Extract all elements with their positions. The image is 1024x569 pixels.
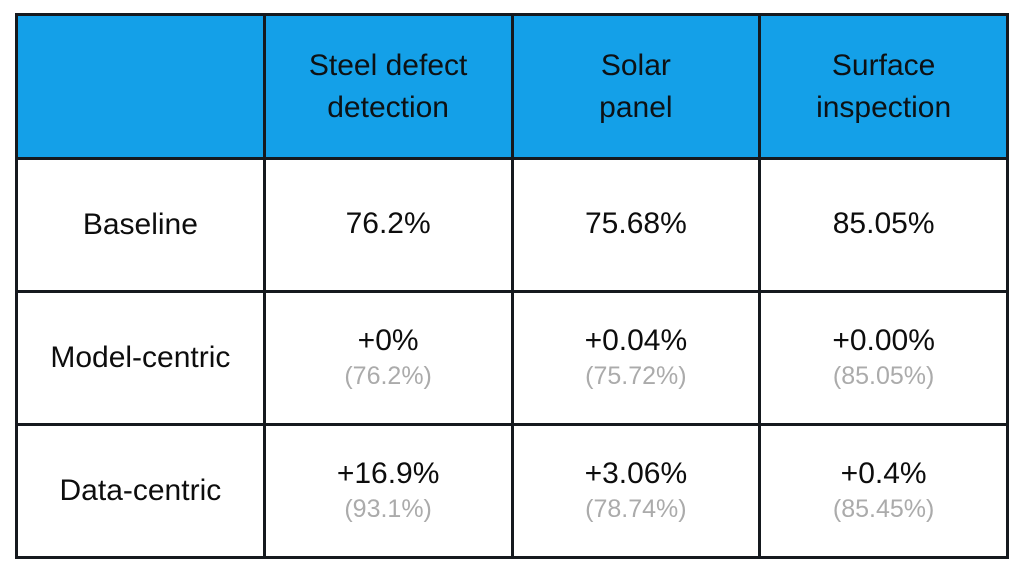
cell-subvalue: (75.72%) [585,362,687,391]
cell-value: +3.06% [584,457,688,491]
header-row: Steel defect detection Solar panel Surfa… [15,13,1009,160]
cell-model-centric-steel: +0% (76.2%) [262,290,514,426]
cell-baseline-steel: 76.2% [262,157,514,293]
table-row-baseline: Baseline 76.2% 75.68% 85.05% [15,157,1009,293]
cell-baseline-solar: 75.68% [510,157,762,293]
row-label-model-centric: Model-centric [15,290,266,426]
results-table: Steel defect detection Solar panel Surfa… [15,13,1009,559]
cell-baseline-surface: 85.05% [758,157,1009,293]
header-cell-solar-panel: Solar panel [510,13,762,160]
cell-value: 75.68% [585,207,687,240]
cell-model-centric-solar: +0.04% (75.72%) [510,290,762,426]
row-label-data-centric: Data-centric [15,423,266,559]
cell-value: 85.05% [832,207,935,240]
cell-subvalue: (85.05%) [832,362,935,391]
row-label-baseline: Baseline [15,157,266,293]
corner-cell [15,13,266,160]
cell-subvalue: (85.45%) [832,495,935,524]
table-row-data-centric: Data-centric +16.9% (93.1%) +3.06% (78.7… [15,423,1009,559]
cell-value: +0.00% [832,324,935,358]
cell-value: +0.04% [584,324,688,358]
cell-value: +16.9% [336,457,440,491]
table-row-model-centric: Model-centric +0% (76.2%) +0.04% (75.72%… [15,290,1009,426]
cell-value: 76.2% [345,207,431,240]
cell-subvalue: (76.2%) [344,362,432,391]
cell-data-centric-surface: +0.4% (85.45%) [758,423,1009,559]
header-cell-surface-inspection: Surface inspection [758,13,1009,160]
cell-data-centric-steel: +16.9% (93.1%) [262,423,514,559]
cell-value: +0.4% [840,457,927,491]
cell-data-centric-solar: +3.06% (78.74%) [510,423,762,559]
cell-subvalue: (78.74%) [585,495,687,524]
header-cell-steel-defect-detection: Steel defect detection [262,13,514,160]
cell-model-centric-surface: +0.00% (85.05%) [758,290,1009,426]
cell-subvalue: (93.1%) [344,495,432,524]
cell-value: +0% [357,324,419,358]
